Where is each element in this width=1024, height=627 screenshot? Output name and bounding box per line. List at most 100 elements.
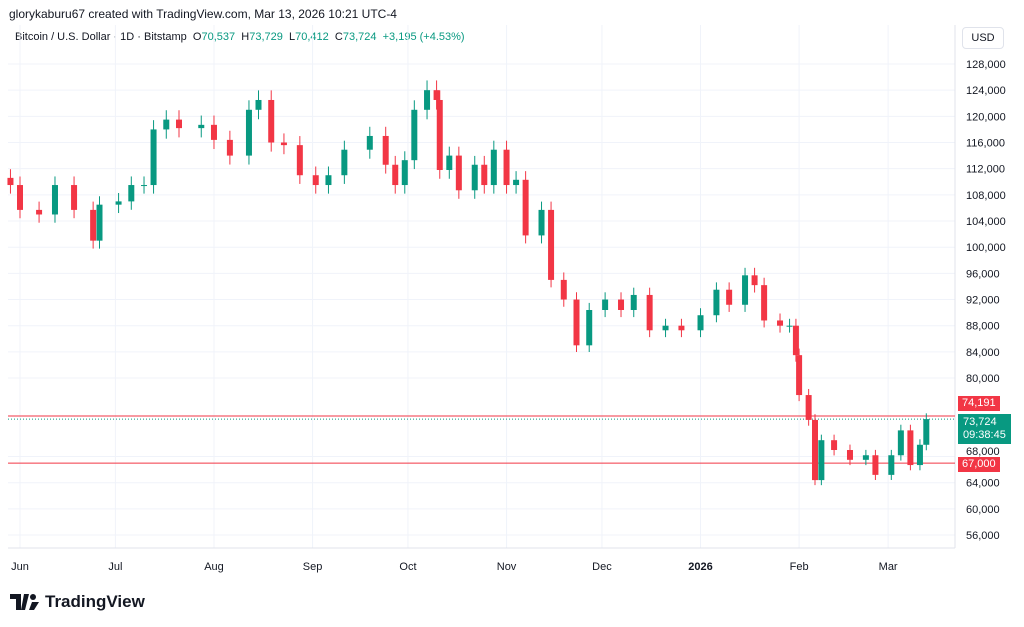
x-tick-label: Jun [11,561,29,573]
candle-body [513,179,520,186]
x-tick-label: Sep [303,561,323,573]
low-value: 70,412 [295,31,329,43]
candle-body [128,185,135,202]
candle-body [923,419,930,445]
candle-body [325,175,332,186]
candle-body [150,129,157,186]
candle-body [51,185,58,215]
candle-body [573,299,580,346]
open-label: O [192,31,202,43]
candle-body [366,135,373,150]
candle-body [872,455,879,475]
candle-body [713,289,720,316]
candle-body [255,99,262,110]
currency-button[interactable]: USD [962,27,1004,49]
x-tick-label: Feb [790,561,809,573]
current-price-tag: 73,724 09:38:45 [958,414,1011,444]
candle-body [296,145,303,176]
y-tick-label: 92,000 [966,295,1000,307]
x-tick-label: Aug [204,561,224,573]
candle-body [678,325,685,331]
y-tick-label: 64,000 [966,478,1000,490]
candle-body [71,185,78,210]
chart-credit: glorykaburu67 created with TradingView.c… [9,7,397,21]
candle-body [141,185,148,187]
candle-body [471,164,478,191]
x-tick-label: Oct [399,561,416,573]
candle-body [17,185,23,210]
candle-body [436,99,443,170]
candle-body [503,149,510,186]
candle-body [90,209,97,241]
y-tick-label: 80,000 [966,373,1000,385]
line-high-tag: 74,191 [958,396,1000,411]
bar-countdown: 09:38:45 [963,429,1006,441]
candle-body [401,160,408,186]
y-tick-label: 100,000 [966,242,1006,254]
candle-body [280,142,287,146]
y-tick-label: 96,000 [966,268,1000,280]
candle-body [538,209,545,236]
candle-body [662,325,669,331]
candle-body [176,119,182,129]
candle-body [226,139,233,156]
x-tick-label: Dec [592,561,612,573]
line-low-tag: 67,000 [958,457,1000,472]
candle-body [862,455,869,460]
current-price: 73,724 [963,416,997,428]
candle-body [548,209,555,280]
close-label: C [334,31,343,43]
candle-body [602,299,609,310]
symbol-title[interactable]: Bitcoin / U.S. Dollar · 1D · Bitstamp [15,31,187,43]
candle-body [411,109,418,161]
y-tick-label: 104,000 [966,216,1006,228]
candle-body [455,155,462,191]
tradingview-logo[interactable]: TradingView [10,592,145,612]
y-tick-label: 68,000 [966,446,1000,458]
candle-body [481,164,488,186]
high-value: 73,729 [249,31,283,43]
close-value: 73,724 [342,31,377,43]
symbol-legend: Bitcoin / U.S. Dollar · 1D · Bitstamp O 7… [15,31,465,43]
y-tick-label: 84,000 [966,347,1000,359]
change-value: +3,195 (+4.53%) [382,31,465,43]
candle-body [560,279,567,300]
candle-body [726,289,733,305]
candle-body [805,395,812,420]
candle-body [796,355,803,396]
candle-body [618,299,625,310]
tradingview-logo-icon [10,594,39,610]
candle-body [831,440,838,451]
candle-body [36,209,43,215]
candle-body [812,419,818,481]
candle-body [198,124,205,129]
candle-body [761,285,768,321]
x-tick-label: Nov [497,561,517,573]
candle-body [96,204,103,241]
candle-body [646,294,653,331]
candle-body [490,149,497,186]
candle-body [424,90,431,110]
candle-body [446,155,453,170]
brand-name: TradingView [45,592,145,611]
candle-body [115,201,122,205]
candle-body [341,149,348,176]
candle-body [210,124,217,140]
candle-body [7,177,14,186]
candle-body [792,325,799,356]
y-tick-label: 116,000 [966,138,1005,150]
low-label: L [288,31,296,43]
y-tick-label: 88,000 [966,321,1000,333]
candle-body [786,325,793,327]
y-tick-label: 124,000 [966,85,1006,97]
x-tick-label: Mar [879,561,898,573]
price-chart[interactable]: 128,000 124,000 120,000 116,000 112,000 108,0… [0,0,1024,585]
y-tick-label: 108,000 [966,190,1006,202]
candle-body [586,309,593,346]
candle-body [630,294,637,310]
candle-body [751,275,758,286]
y-tick-label: 112,000 [966,164,1005,176]
candle-body [268,99,275,143]
candle-body [392,164,399,186]
x-tick-label: 2026 [688,561,712,573]
